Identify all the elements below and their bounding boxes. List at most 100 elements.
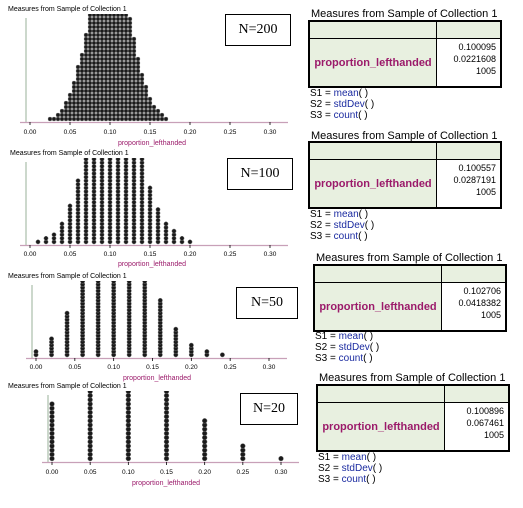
data-dot — [91, 112, 97, 118]
dot-stack — [33, 349, 39, 358]
data-dot — [107, 14, 113, 18]
data-dot — [115, 32, 121, 38]
data-dot — [75, 76, 81, 82]
table-title: Measures from Sample of Collection 1 — [311, 130, 498, 142]
data-dot — [115, 28, 121, 34]
data-dot — [107, 88, 113, 94]
formula-list[interactable]: S1 = mean( ) S2 = stdDev( ) S3 = count( … — [318, 452, 382, 485]
data-dot — [71, 88, 77, 94]
dot-stack — [187, 239, 193, 245]
data-dot — [131, 158, 137, 162]
table-header-cell — [309, 142, 437, 160]
data-dot — [139, 100, 145, 106]
data-dot — [147, 100, 153, 106]
stddev-value: 0.0418382 — [458, 298, 501, 308]
data-dot — [188, 342, 194, 348]
data-dot — [131, 44, 137, 50]
data-dot — [131, 64, 137, 70]
data-dot — [111, 76, 117, 82]
data-dot — [147, 185, 153, 191]
dot-stack — [63, 100, 69, 122]
dot-stack — [64, 310, 70, 358]
data-dot — [91, 72, 97, 78]
data-dot — [95, 44, 101, 50]
data-dot — [95, 64, 101, 70]
data-dot — [111, 32, 117, 38]
data-dot — [119, 14, 125, 18]
data-dot — [67, 203, 73, 209]
data-dot — [107, 68, 113, 74]
formula-list[interactable]: S1 = mean( ) S2 = stdDev( ) S3 = count( … — [310, 88, 374, 121]
dot-stack — [87, 391, 93, 462]
plot-title: Measures from Sample of Collection 1 — [8, 273, 127, 280]
dot-stack — [87, 14, 93, 122]
measures-table[interactable]: proportion_lefthanded 0.100896 0.067461 … — [316, 384, 510, 452]
data-dot — [125, 391, 131, 395]
measures-table[interactable]: proportion_lefthanded 0.100095 0.0221608… — [308, 20, 502, 88]
data-dot — [155, 112, 161, 118]
dot-stack — [155, 108, 161, 122]
data-dot — [139, 76, 145, 82]
formula-list[interactable]: S1 = mean( ) S2 = stdDev( ) S3 = count( … — [310, 209, 374, 242]
data-dot — [127, 36, 133, 42]
dot-stack — [125, 391, 131, 462]
data-dot — [95, 104, 101, 110]
data-dot — [111, 96, 117, 102]
data-dot — [143, 108, 149, 114]
data-dot — [115, 104, 121, 110]
formula-s1: S1 = mean( ) — [318, 452, 377, 463]
x-axis-label: proportion_lefthanded — [118, 140, 186, 147]
data-dot — [103, 32, 109, 38]
data-dot — [95, 28, 101, 34]
data-dot — [63, 116, 69, 122]
dot-stack — [278, 455, 284, 462]
data-dot — [123, 16, 129, 22]
data-dot — [87, 112, 93, 118]
dot-stack — [147, 185, 153, 245]
data-dot — [87, 116, 93, 122]
dot-stack — [123, 14, 129, 122]
data-dot — [115, 92, 121, 98]
data-dot — [99, 14, 105, 18]
data-dot — [127, 24, 133, 30]
data-dot — [147, 112, 153, 118]
data-dot — [147, 96, 153, 102]
x-tick-label: 0.00 — [46, 469, 59, 476]
data-dot — [139, 72, 145, 78]
table-header-cell — [441, 265, 506, 283]
data-dot — [95, 108, 101, 114]
data-dot — [115, 44, 121, 50]
data-dot — [59, 108, 65, 114]
row-label: proportion_lefthanded — [317, 402, 445, 451]
data-dot — [107, 158, 113, 162]
data-dot — [91, 92, 97, 98]
data-dot — [143, 116, 149, 122]
formula-list[interactable]: S1 = mean( ) S2 = stdDev( ) S3 = count( … — [315, 331, 379, 364]
dot-stack — [79, 52, 85, 122]
data-dot — [80, 281, 86, 284]
data-dot — [87, 108, 93, 114]
data-dot — [115, 112, 121, 118]
data-dot — [59, 112, 65, 118]
data-dot — [91, 24, 97, 30]
data-dot — [115, 60, 121, 66]
data-dot — [99, 80, 105, 86]
data-dot — [95, 76, 101, 82]
data-dot — [99, 28, 105, 34]
dot-stack — [163, 221, 169, 245]
measures-table[interactable]: proportion_lefthanded 0.102706 0.0418382… — [313, 264, 507, 332]
data-dot — [95, 96, 101, 102]
data-dot — [99, 44, 105, 50]
dot-stack — [91, 158, 97, 245]
data-dot — [143, 84, 149, 90]
data-dot — [107, 76, 113, 82]
measures-table[interactable]: proportion_lefthanded 0.100557 0.0287191… — [308, 141, 502, 209]
table-header-cell — [309, 21, 437, 39]
data-dot — [95, 40, 101, 46]
data-dot — [123, 96, 129, 102]
data-dot — [107, 108, 113, 114]
formula-s2: S2 = stdDev( ) — [310, 99, 375, 110]
data-dot — [83, 32, 89, 38]
data-dot — [91, 20, 97, 26]
data-dot — [119, 96, 125, 102]
